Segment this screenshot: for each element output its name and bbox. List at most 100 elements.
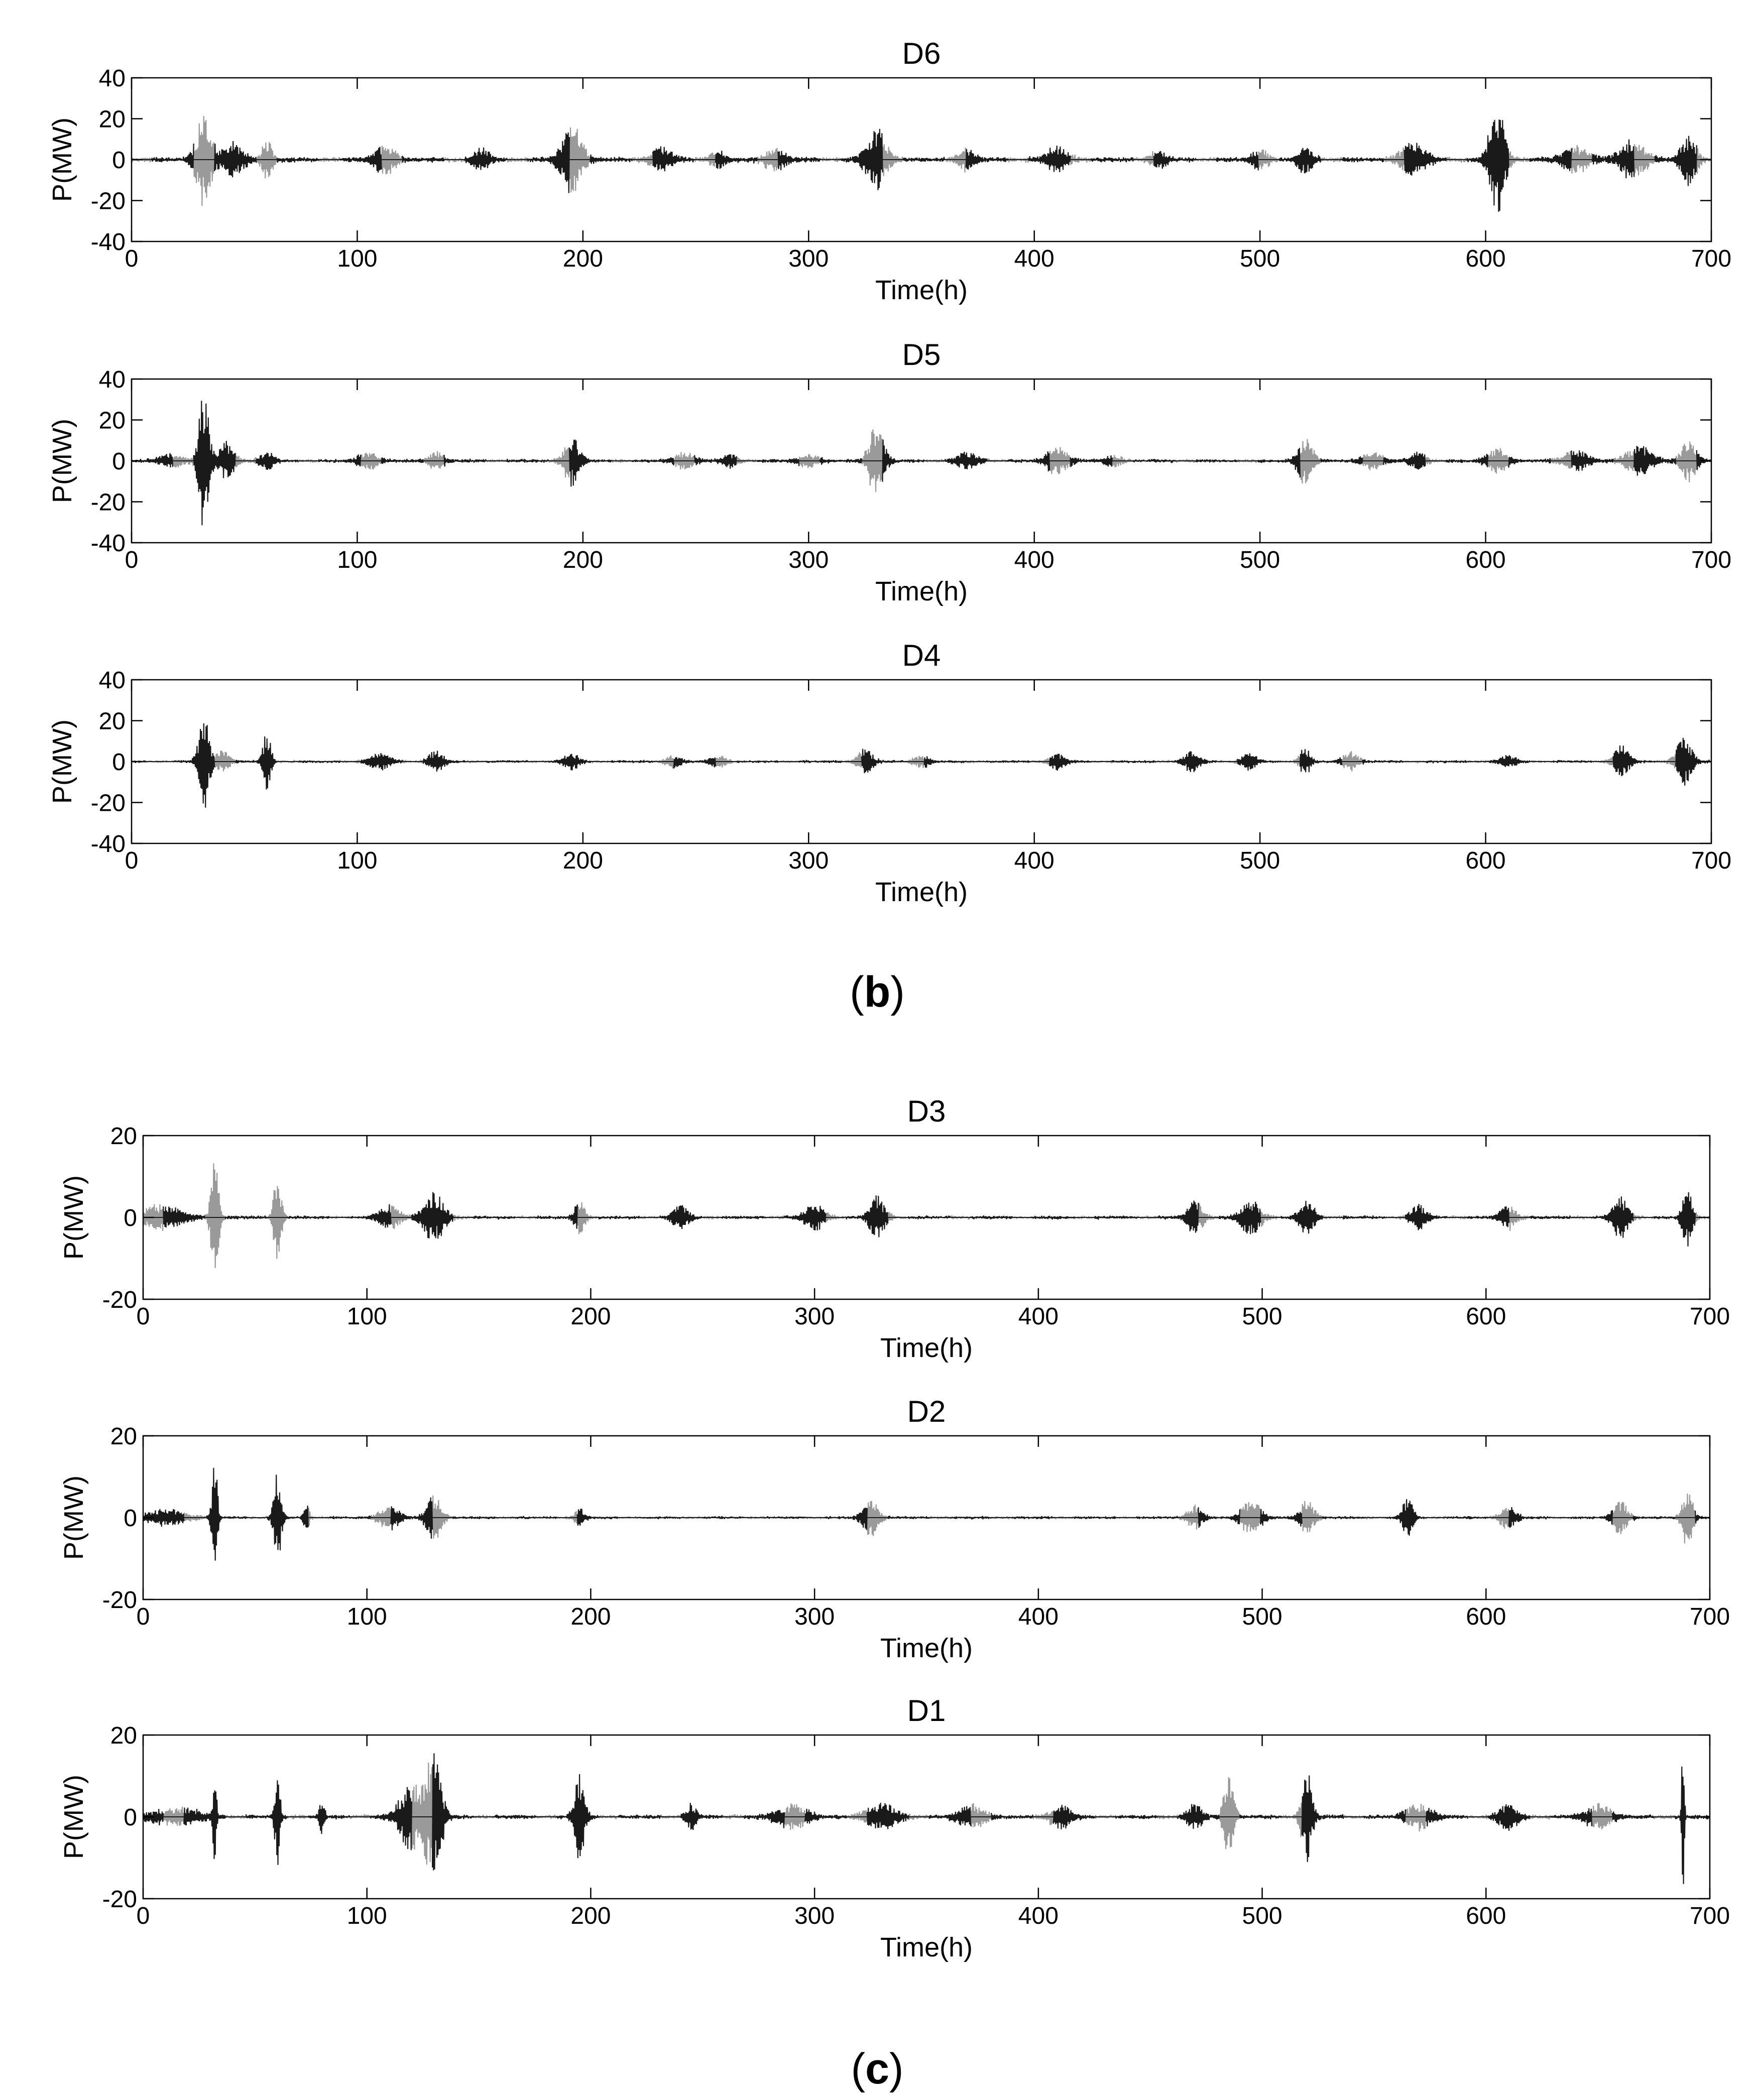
y-axis-label: P(MW) <box>47 117 77 202</box>
panels: D60 100 200 300 400 500 600 70040200-20-40Time(… <box>47 37 1731 1962</box>
panel-d2: D20 100 200 300 400 500 600 700200-20Time(h)P(M… <box>59 1395 1730 1663</box>
y-tick-label: -20 <box>102 1886 137 1913</box>
x-axis-label: Time(h) <box>880 1333 973 1363</box>
x-tick-label: 300 <box>788 245 829 272</box>
caption-b-close: ) <box>890 968 905 1016</box>
x-tick-label: 700 <box>1690 1903 1730 1929</box>
x-tick-label: 600 <box>1466 547 1506 573</box>
y-tick-label: 40 <box>99 366 126 393</box>
y-tick-label: -20 <box>102 1587 137 1614</box>
x-axis-label: Time(h) <box>875 576 968 606</box>
x-tick-label: 100 <box>337 847 377 874</box>
x-tick-label: 500 <box>1242 1603 1282 1630</box>
y-axis-label: P(MW) <box>47 419 77 503</box>
x-tick-label: 300 <box>794 1903 835 1929</box>
x-tick-label: 700 <box>1691 245 1731 272</box>
x-axis-label: Time(h) <box>875 275 968 305</box>
x-tick-label: 600 <box>1466 1603 1506 1630</box>
x-tick-label: 500 <box>1242 1903 1282 1929</box>
x-tick-label: 200 <box>570 1903 611 1929</box>
y-tick-label: 20 <box>110 1123 137 1150</box>
y-tick-label: 20 <box>99 708 126 735</box>
y-tick-label: -40 <box>91 831 126 857</box>
panel-title: D4 <box>902 639 941 672</box>
panel-title: D6 <box>902 37 941 70</box>
y-tick-label: 0 <box>112 749 126 776</box>
y-tick-label: 40 <box>99 667 126 694</box>
x-tick-label: 500 <box>1240 847 1280 874</box>
y-tick-label: 20 <box>110 1423 137 1450</box>
x-tick-label: 400 <box>1018 1603 1059 1630</box>
x-tick-label: 700 <box>1690 1603 1730 1630</box>
x-tick-label: 700 <box>1690 1303 1730 1330</box>
x-tick-label: 500 <box>1242 1303 1282 1330</box>
y-tick-label: 0 <box>124 1205 137 1231</box>
y-tick-label: -20 <box>102 1287 137 1313</box>
x-axis-label: Time(h) <box>880 1932 973 1962</box>
x-tick-label: 0 <box>137 1303 150 1330</box>
y-tick-label: -20 <box>91 188 126 215</box>
panel-d6: D60 100 200 300 400 500 600 70040200-20-40Time(… <box>47 37 1731 305</box>
y-axis-label: P(MW) <box>59 1175 89 1260</box>
x-axis-label: Time(h) <box>875 877 968 907</box>
caption-b-open: ( <box>850 968 864 1016</box>
y-tick-label: -20 <box>91 489 126 516</box>
caption-b: (b) <box>850 968 905 1016</box>
x-tick-label: 600 <box>1466 1903 1506 1929</box>
x-tick-label: 600 <box>1466 245 1506 272</box>
x-tick-label: 100 <box>337 245 377 272</box>
x-tick-label: 0 <box>137 1603 150 1630</box>
y-tick-label: 0 <box>112 448 126 475</box>
y-tick-label: 0 <box>112 147 126 174</box>
y-axis-label: P(MW) <box>47 719 77 804</box>
x-tick-label: 200 <box>563 847 603 874</box>
x-tick-label: 300 <box>788 847 829 874</box>
x-tick-label: 200 <box>570 1603 611 1630</box>
x-axis-label: Time(h) <box>880 1633 973 1663</box>
x-tick-label: 200 <box>570 1303 611 1330</box>
x-tick-label: 100 <box>347 1603 387 1630</box>
caption-c-close: ) <box>889 2045 904 2093</box>
x-tick-label: 700 <box>1691 547 1731 573</box>
panel-d3: D30 100 200 300 400 500 600 700200-20Time(h)P(M… <box>59 1094 1730 1363</box>
panel-title: D3 <box>907 1094 946 1128</box>
x-tick-label: 500 <box>1240 547 1280 573</box>
panel-title: D2 <box>907 1395 946 1428</box>
x-tick-label: 700 <box>1691 847 1731 874</box>
y-tick-label: 0 <box>124 1804 137 1831</box>
x-tick-label: 400 <box>1018 1303 1059 1330</box>
x-tick-label: 400 <box>1014 245 1055 272</box>
x-tick-label: 200 <box>563 547 603 573</box>
panel-d5: D50 100 200 300 400 500 600 70040200-20-40Time(… <box>47 338 1731 606</box>
panel-d4: D40 100 200 300 400 500 600 70040200-20-40Time(… <box>47 639 1731 907</box>
x-tick-label: 400 <box>1014 847 1055 874</box>
x-tick-label: 500 <box>1240 245 1280 272</box>
x-tick-label: 0 <box>137 1903 150 1929</box>
x-tick-label: 100 <box>347 1903 387 1929</box>
caption-c-open: ( <box>851 2045 865 2093</box>
y-tick-label: 20 <box>99 408 126 434</box>
y-tick-label: 0 <box>124 1505 137 1532</box>
x-tick-label: 100 <box>347 1303 387 1330</box>
y-tick-label: 20 <box>99 106 126 133</box>
y-axis-label: P(MW) <box>59 1775 89 1859</box>
x-tick-label: 0 <box>125 245 139 272</box>
y-tick-label: -20 <box>91 790 126 817</box>
x-tick-label: 300 <box>794 1303 835 1330</box>
panel-d1: D10 100 200 300 400 500 600 700200-20Time(h)P(M… <box>59 1694 1730 1962</box>
x-tick-label: 600 <box>1466 1303 1506 1330</box>
caption-b-letter: b <box>864 968 891 1016</box>
y-tick-label: 20 <box>110 1722 137 1749</box>
y-axis-label: P(MW) <box>59 1475 89 1560</box>
x-tick-label: 200 <box>563 245 603 272</box>
x-tick-label: 0 <box>125 547 139 573</box>
x-tick-label: 0 <box>125 847 139 874</box>
x-tick-label: 400 <box>1018 1903 1059 1929</box>
caption-c: (c) <box>851 2045 903 2093</box>
x-tick-label: 600 <box>1466 847 1506 874</box>
x-tick-label: 300 <box>788 547 829 573</box>
panel-title: D5 <box>902 338 941 372</box>
x-tick-label: 100 <box>337 547 377 573</box>
